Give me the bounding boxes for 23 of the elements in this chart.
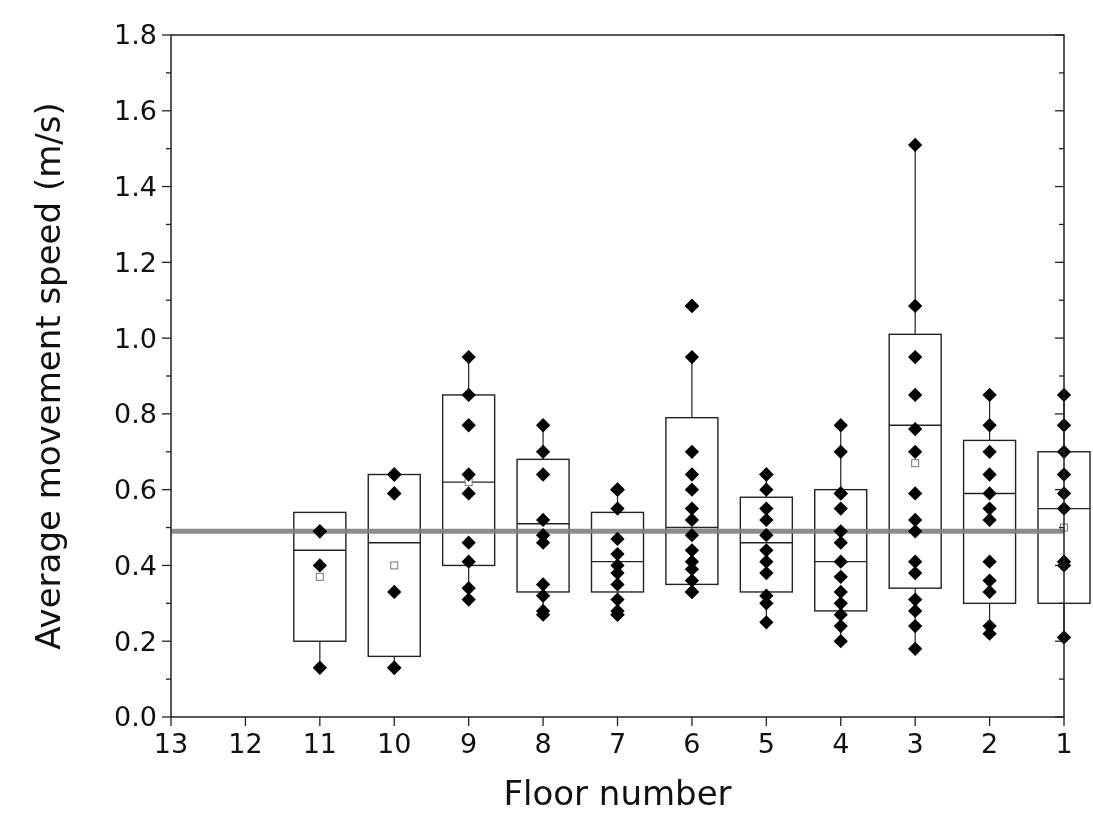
x-tick-label: 3 — [906, 728, 924, 759]
y-axis-title: Average movement speed (m/s) — [28, 102, 68, 650]
x-tick-label: 1 — [1055, 728, 1073, 759]
y-tick-label: 1.0 — [114, 322, 157, 354]
y-tick-label: 1.6 — [114, 95, 157, 127]
x-tick-label: 5 — [757, 728, 775, 759]
x-tick-label: 7 — [608, 728, 627, 759]
x-tick-label: 10 — [377, 728, 412, 759]
y-tick-label: 1.8 — [114, 19, 157, 51]
x-tick-label: 4 — [832, 728, 850, 759]
x-tick-label: 12 — [228, 728, 263, 759]
y-tick-label: 0.4 — [114, 549, 157, 581]
x-tick-label: 2 — [980, 728, 999, 759]
y-tick-label: 0.8 — [114, 398, 157, 430]
x-tick-label: 11 — [302, 728, 338, 759]
x-axis-title: Floor number — [503, 773, 732, 813]
y-tick-label: 0.6 — [114, 474, 157, 506]
x-tick-label: 6 — [683, 728, 701, 759]
y-tick-label: 1.4 — [114, 171, 157, 203]
y-tick-label: 1.2 — [114, 246, 157, 278]
y-tick-label: 0.2 — [114, 625, 157, 657]
x-tick-label: 8 — [534, 728, 552, 759]
x-tick-label: 9 — [460, 728, 478, 759]
